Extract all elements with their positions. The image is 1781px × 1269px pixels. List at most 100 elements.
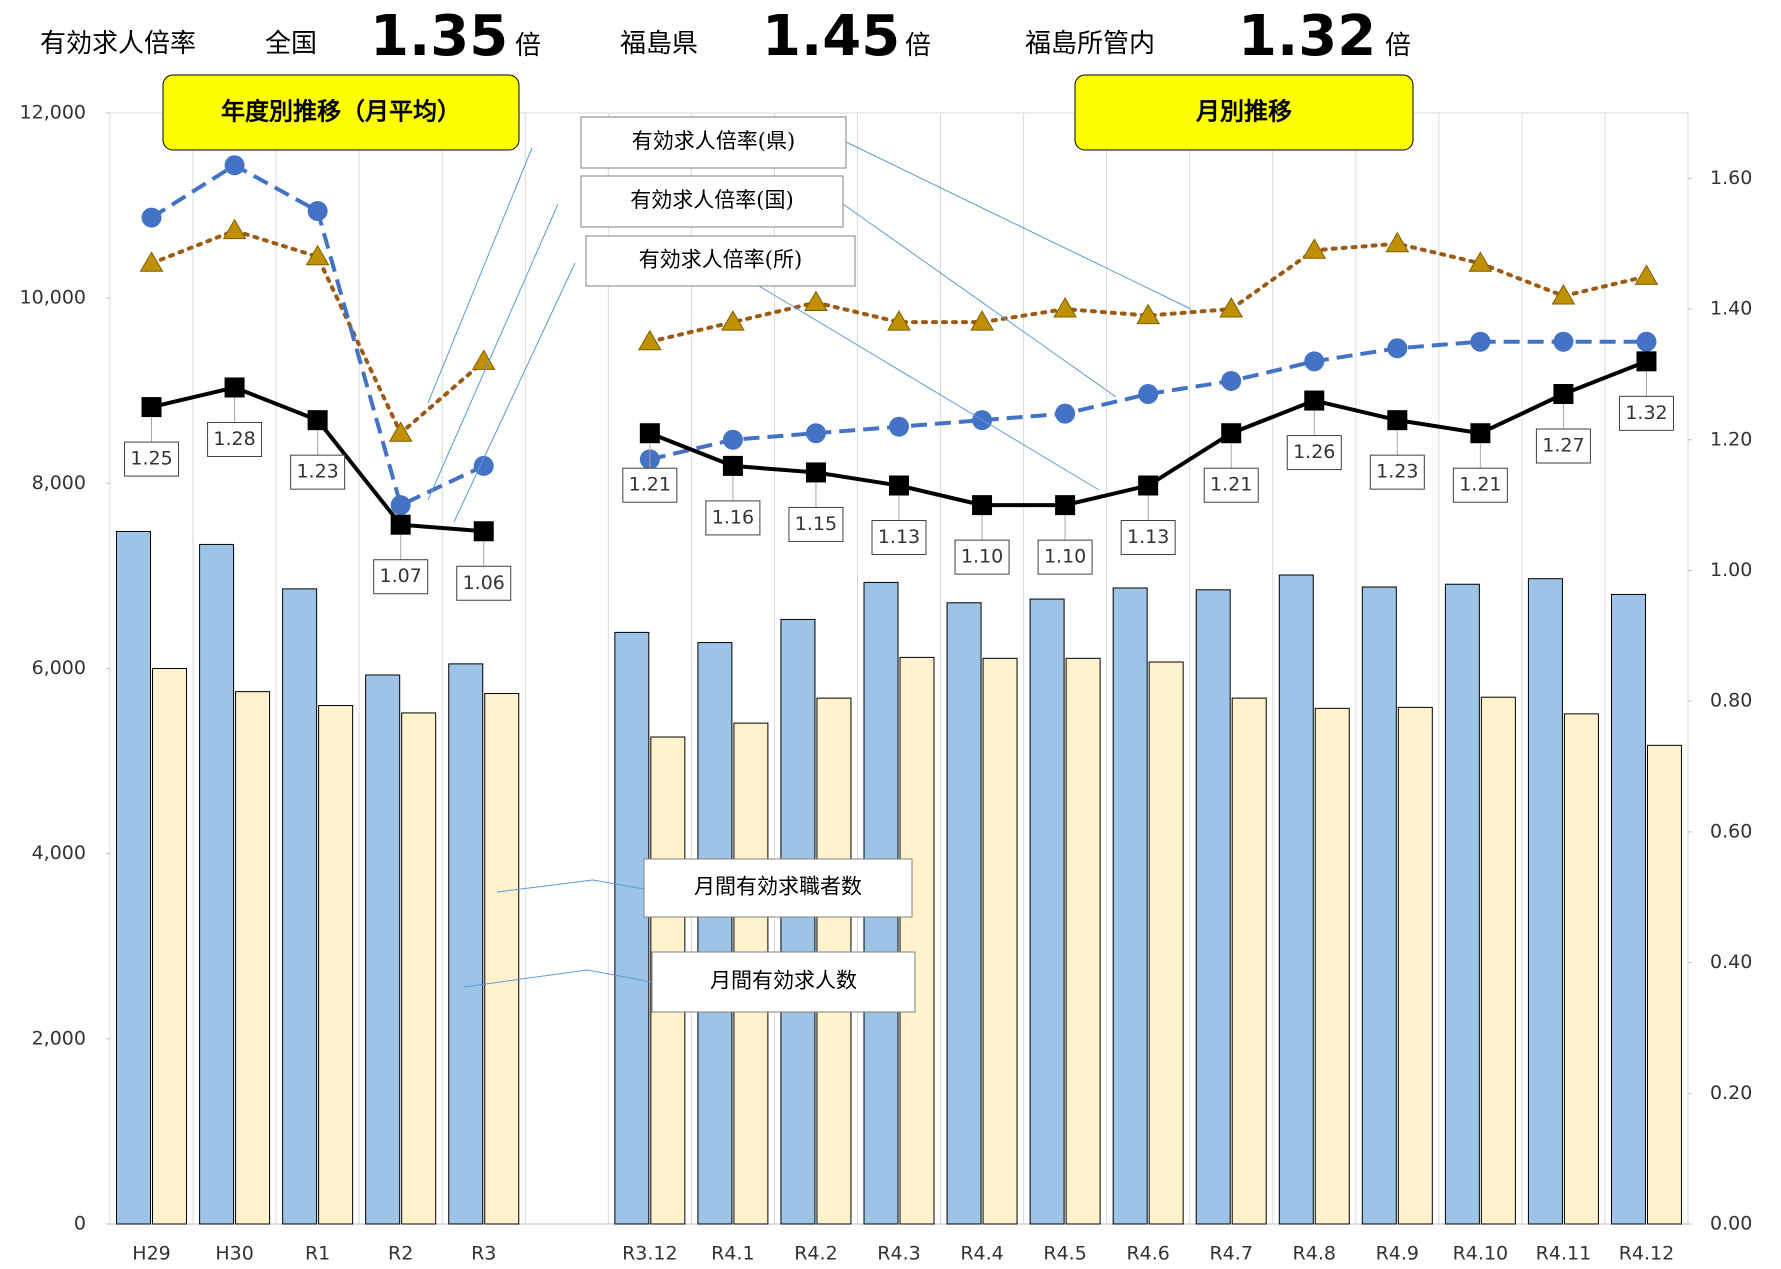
x-tick-label: R1: [305, 1243, 330, 1265]
marker: [722, 429, 743, 450]
callout-leader: [496, 879, 645, 893]
bar: [116, 530, 152, 1225]
x-tick-label: R4.7: [1209, 1243, 1252, 1265]
marker: [804, 290, 828, 312]
data-label-box: [788, 506, 844, 542]
x-tick-label: R3.12: [622, 1243, 678, 1265]
data-label: 1.06: [463, 572, 505, 594]
marker: [1385, 231, 1410, 253]
bar: [1444, 583, 1480, 1225]
y2-tick-label: 1.60: [1710, 167, 1752, 189]
data-label-box: [1618, 395, 1674, 431]
y-tick-label: 8,000: [32, 472, 86, 494]
data-label: 1.23: [1376, 461, 1418, 483]
marker: [1387, 410, 1408, 431]
marker: [141, 397, 162, 418]
annotation: 月別推移: [1195, 98, 1292, 126]
data-label-box: [871, 520, 927, 556]
bar: [614, 631, 650, 1225]
y-tick-label: 2,000: [32, 1027, 86, 1049]
marker: [1634, 264, 1659, 285]
bar: [318, 705, 354, 1225]
marker: [1304, 351, 1325, 372]
legend-box: [643, 858, 913, 918]
marker: [141, 207, 162, 228]
data-label: 1.10: [1044, 546, 1086, 568]
legend-label: 有効求人倍率(県): [632, 129, 795, 153]
marker: [1551, 283, 1576, 305]
bar: [152, 668, 188, 1225]
header-unit: 倍: [905, 31, 931, 61]
bar: [235, 691, 271, 1225]
marker: [305, 244, 330, 266]
header-label: 全国: [265, 29, 317, 59]
y2-tick-label: 0.20: [1710, 1082, 1752, 1104]
line: [150, 162, 1647, 508]
data-label: 1.25: [130, 448, 172, 470]
marker: [1221, 370, 1242, 391]
marker: [637, 329, 662, 351]
y2-tick-label: 0.40: [1710, 951, 1752, 973]
y-tick-label: 4,000: [32, 842, 86, 864]
data-label-box: [954, 539, 1010, 575]
bar: [1314, 707, 1350, 1225]
marker: [721, 310, 745, 331]
marker: [390, 495, 411, 516]
marker: [1136, 303, 1161, 325]
y-tick-label: 0: [74, 1213, 86, 1235]
x-tick-label: R4.2: [794, 1243, 837, 1265]
marker: [889, 475, 909, 496]
marker: [471, 349, 496, 370]
y2-tick-label: 1.00: [1710, 559, 1752, 581]
data-label: 1.13: [1127, 526, 1169, 548]
line: [149, 228, 1649, 437]
data-label: 1.23: [296, 461, 338, 483]
data-label: 1.32: [1625, 402, 1667, 424]
bar: [199, 543, 235, 1225]
marker: [1304, 390, 1325, 411]
marker: [972, 495, 993, 516]
bar: [1646, 744, 1682, 1225]
bar: [1397, 706, 1433, 1225]
marker: [307, 201, 328, 222]
y2-tick-label: 0.00: [1710, 1213, 1752, 1235]
header-unit: 倍: [515, 31, 541, 61]
legend-label: 有効求人倍率(国): [630, 188, 793, 212]
data-label: 1.16: [712, 506, 754, 528]
bar: [899, 656, 935, 1225]
annotation-box: [1074, 74, 1414, 151]
bar: [1112, 587, 1148, 1225]
bar: [365, 674, 401, 1225]
legend-label: 月間有効求人数: [710, 969, 857, 993]
marker: [1468, 251, 1493, 272]
header-unit: 倍: [1385, 31, 1411, 61]
bar: [1195, 589, 1231, 1225]
x-tick-label: R4.5: [1043, 1243, 1086, 1265]
marker: [1138, 475, 1159, 496]
marker: [307, 410, 328, 431]
data-label-box: [124, 441, 180, 477]
marker: [722, 455, 743, 476]
data-label-box: [1037, 539, 1093, 575]
marker: [970, 310, 994, 331]
bar: [697, 642, 733, 1225]
marker: [1055, 403, 1076, 424]
bar: [1361, 586, 1397, 1225]
x-tick-label: R3: [471, 1243, 496, 1265]
marker: [1302, 238, 1327, 259]
annotation: 年度別推移（月平均）: [221, 98, 461, 126]
x-tick-label: H29: [132, 1243, 170, 1265]
marker: [1138, 384, 1159, 405]
bar: [448, 663, 484, 1225]
data-label-box: [1452, 467, 1508, 503]
marker: [1470, 423, 1491, 444]
data-label-box: [456, 565, 512, 601]
marker: [473, 521, 494, 542]
callout-leader: [463, 969, 653, 988]
bar: [1231, 697, 1267, 1225]
y2-tick-label: 1.20: [1710, 428, 1752, 450]
callout-leader: [427, 147, 533, 404]
marker: [473, 455, 494, 476]
bar: [401, 712, 437, 1225]
